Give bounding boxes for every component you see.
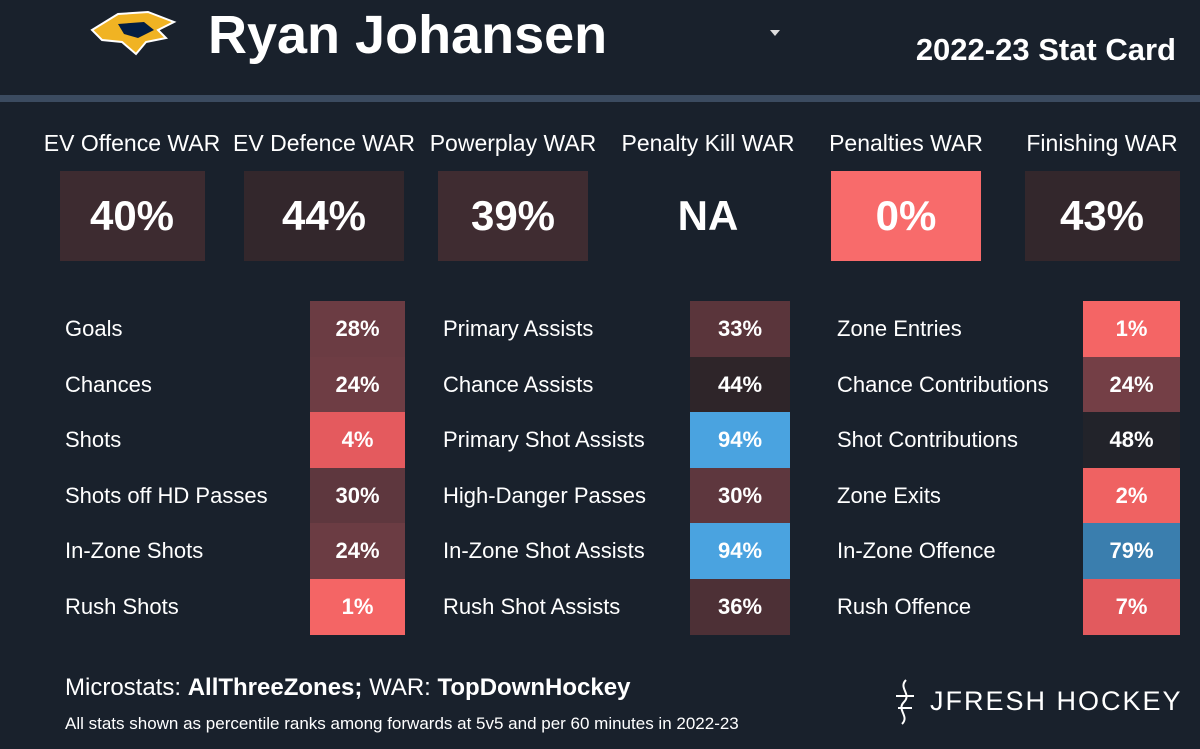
row-value: 48% (1083, 412, 1180, 468)
note: All stats shown as percentile ranks amon… (65, 714, 739, 733)
row-label: Rush Shots (65, 593, 179, 619)
row-label: Shots off HD Passes (65, 482, 268, 508)
war-label: EV Offence WAR (43, 130, 221, 156)
team-logo (90, 10, 177, 56)
row-value: 24% (1083, 356, 1180, 413)
row-label: Rush Offence (837, 593, 972, 619)
war-label: Powerplay WAR (429, 130, 597, 156)
row-value: 44% (690, 356, 790, 413)
row-label: Zone Exits (837, 482, 941, 508)
row-value: 4% (310, 412, 405, 468)
war-label: Penalty Kill WAR (621, 130, 795, 156)
row-label: In-Zone Shot Assists (443, 538, 645, 563)
row-value: 24% (310, 523, 405, 579)
row-value: 33% (690, 301, 790, 357)
row-label: Shots (65, 427, 122, 452)
war-label: Finishing WAR (1026, 130, 1178, 156)
row-label: In-Zone Shots (65, 538, 204, 563)
row-value: 79% (1083, 523, 1180, 579)
row-label: In-Zone Offence (837, 538, 996, 563)
row-value: 2% (1083, 467, 1180, 524)
row-label: Shot Contributions (837, 427, 1018, 452)
divider (0, 95, 1200, 102)
row-label: Chance Assists (443, 371, 594, 397)
war-source: TopDownHockey (437, 674, 631, 701)
war-label: WAR: (369, 674, 431, 701)
row-value: 94% (690, 523, 790, 579)
player-name: Ryan Johansen (208, 5, 608, 65)
row-label: Rush Shot Assists (443, 593, 621, 619)
war-label: EV Defence WAR (233, 130, 415, 156)
row-label: Goals (65, 316, 123, 341)
war-value: 39% (438, 171, 588, 261)
row-label: High-Danger Passes (443, 482, 646, 508)
row-label: Zone Entries (837, 316, 962, 341)
row-label: Chance Contributions (837, 371, 1049, 397)
brand-icon (896, 679, 914, 725)
row-value: 30% (690, 467, 790, 524)
micro-label: Microstats: (65, 674, 182, 701)
war-label: Penalties WAR (829, 130, 983, 156)
micro-source: AllThreeZones; (187, 674, 363, 701)
war-value: NA (677, 192, 739, 239)
row-value: 36% (690, 578, 790, 635)
brand: JFRESH HOCKEY (930, 686, 1183, 716)
dropdown-caret[interactable] (768, 28, 782, 38)
war-value: 44% (244, 171, 404, 261)
row-label: Chances (65, 371, 152, 397)
row-label: Primary Assists (443, 316, 594, 341)
card-subtitle: 2022-23 Stat Card (915, 32, 1176, 67)
row-value: 94% (690, 412, 790, 468)
war-value: 0% (831, 171, 981, 261)
war-value: 43% (1024, 171, 1180, 261)
row-value: 1% (1083, 301, 1180, 357)
war-value: 40% (59, 171, 205, 261)
sources: Microstats: AllThreeZones; WAR: TopDownH… (65, 674, 630, 702)
row-value: 28% (310, 301, 405, 357)
row-value: 7% (1083, 578, 1180, 635)
row-value: 24% (310, 356, 405, 413)
row-value: 1% (310, 578, 405, 635)
row-value: 30% (310, 467, 405, 524)
row-label: Primary Shot Assists (443, 427, 645, 452)
